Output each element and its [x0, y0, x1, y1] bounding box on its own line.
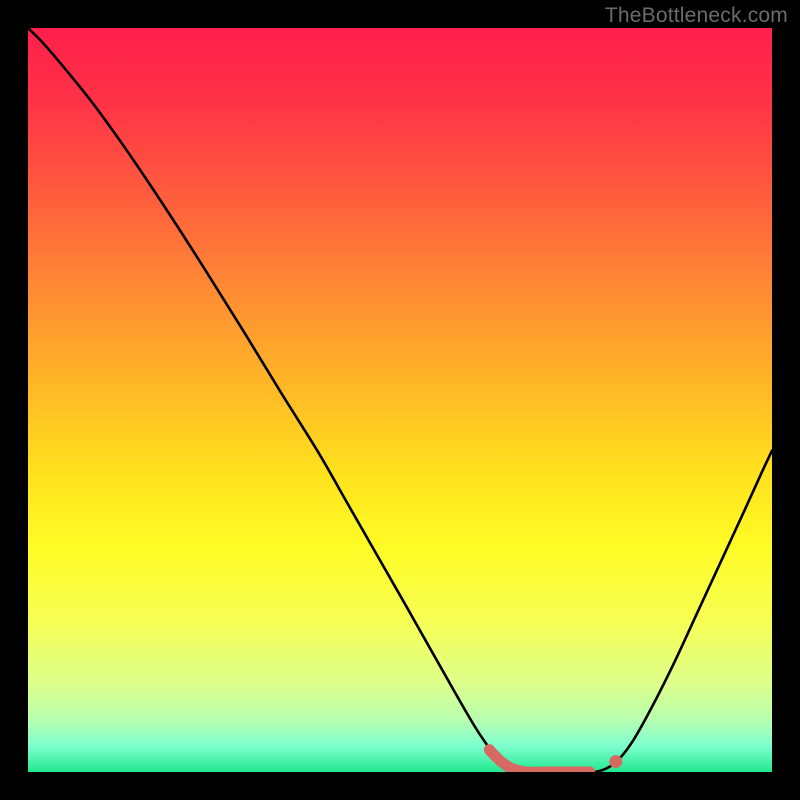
highlight-marker-dot	[609, 755, 622, 768]
watermark-text: TheBottleneck.com	[605, 4, 788, 28]
bottleneck-curve-chart	[28, 28, 772, 772]
chart-background	[28, 28, 772, 772]
chart-plot-area	[28, 28, 772, 772]
chart-frame: TheBottleneck.com	[0, 0, 800, 800]
